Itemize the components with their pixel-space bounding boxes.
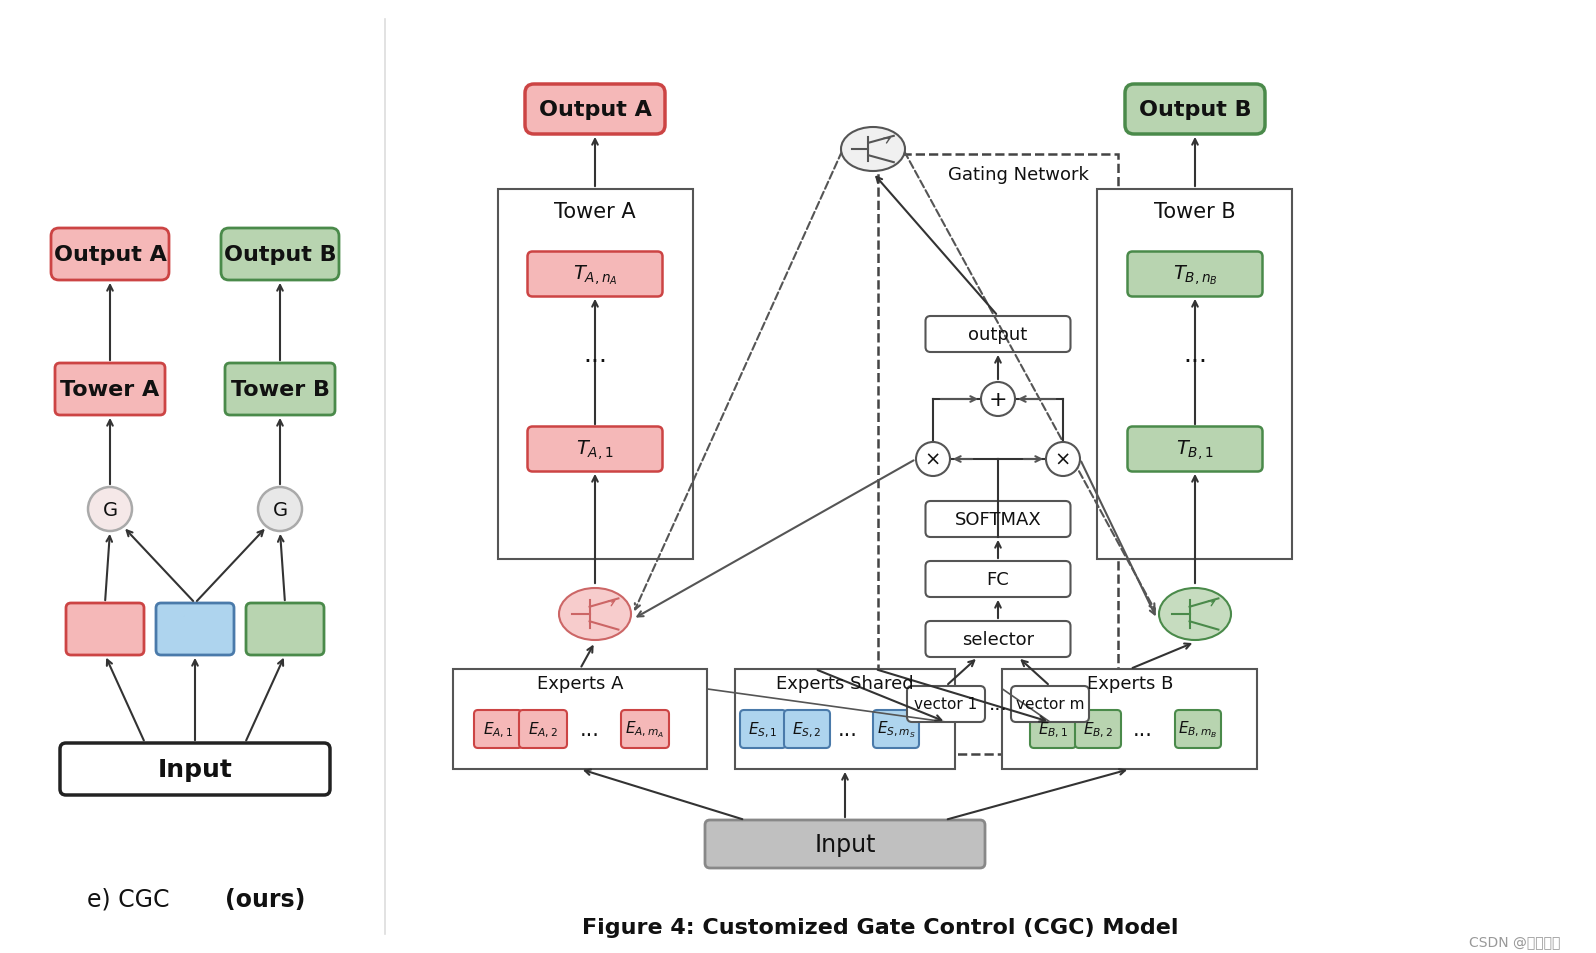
Text: G: G bbox=[102, 500, 118, 519]
Text: Figure 4: Customized Gate Control (CGC) Model: Figure 4: Customized Gate Control (CGC) … bbox=[583, 917, 1178, 937]
Text: Tower B: Tower B bbox=[230, 379, 329, 399]
Text: Experts A: Experts A bbox=[536, 675, 624, 692]
Text: e) CGC: e) CGC bbox=[88, 887, 177, 911]
Text: $E_{B,1}$: $E_{B,1}$ bbox=[1037, 720, 1068, 739]
FancyBboxPatch shape bbox=[926, 621, 1071, 658]
FancyBboxPatch shape bbox=[1076, 710, 1120, 748]
Text: FC: FC bbox=[986, 571, 1009, 588]
Ellipse shape bbox=[841, 128, 905, 172]
FancyBboxPatch shape bbox=[926, 316, 1071, 353]
FancyBboxPatch shape bbox=[156, 603, 235, 656]
Text: Input: Input bbox=[814, 832, 876, 856]
Ellipse shape bbox=[1159, 588, 1231, 640]
FancyBboxPatch shape bbox=[525, 85, 666, 135]
Text: Input: Input bbox=[158, 758, 233, 781]
FancyBboxPatch shape bbox=[54, 364, 164, 416]
Text: Experts Shared: Experts Shared bbox=[776, 675, 915, 692]
Text: $E_{S,m_S}$: $E_{S,m_S}$ bbox=[876, 719, 916, 740]
Text: ×: × bbox=[1055, 450, 1071, 469]
FancyBboxPatch shape bbox=[926, 501, 1071, 537]
FancyBboxPatch shape bbox=[705, 821, 985, 868]
Text: Experts B: Experts B bbox=[1087, 675, 1173, 692]
Text: (ours): (ours) bbox=[225, 887, 305, 911]
FancyBboxPatch shape bbox=[528, 253, 662, 297]
Bar bbox=[736, 669, 954, 769]
Text: $E_{B,m_B}$: $E_{B,m_B}$ bbox=[1178, 719, 1218, 740]
FancyBboxPatch shape bbox=[621, 710, 669, 748]
Text: $E_{S,2}$: $E_{S,2}$ bbox=[792, 720, 822, 739]
FancyBboxPatch shape bbox=[741, 710, 785, 748]
Text: Output A: Output A bbox=[538, 100, 651, 120]
FancyBboxPatch shape bbox=[51, 229, 169, 281]
FancyBboxPatch shape bbox=[246, 603, 324, 656]
Bar bbox=[498, 190, 693, 559]
Bar bbox=[1002, 669, 1258, 769]
Text: ...: ... bbox=[838, 720, 859, 740]
Text: output: output bbox=[969, 326, 1028, 344]
FancyBboxPatch shape bbox=[1029, 710, 1076, 748]
Text: $E_{A,m_A}$: $E_{A,m_A}$ bbox=[626, 719, 664, 740]
Text: Tower A: Tower A bbox=[554, 202, 635, 222]
Text: +: + bbox=[988, 390, 1007, 410]
Bar bbox=[453, 669, 707, 769]
Ellipse shape bbox=[559, 588, 630, 640]
Circle shape bbox=[982, 382, 1015, 416]
FancyBboxPatch shape bbox=[1125, 85, 1266, 135]
FancyBboxPatch shape bbox=[907, 686, 985, 722]
FancyBboxPatch shape bbox=[474, 710, 522, 748]
Text: selector: selector bbox=[962, 630, 1034, 648]
Text: $E_{B,2}$: $E_{B,2}$ bbox=[1084, 720, 1112, 739]
FancyBboxPatch shape bbox=[528, 427, 662, 472]
Text: ...: ... bbox=[583, 343, 606, 367]
Text: $E_{A,2}$: $E_{A,2}$ bbox=[528, 720, 559, 739]
FancyBboxPatch shape bbox=[926, 561, 1071, 598]
Text: SOFTMAX: SOFTMAX bbox=[954, 511, 1041, 529]
FancyBboxPatch shape bbox=[220, 229, 338, 281]
Text: Gating Network: Gating Network bbox=[948, 166, 1088, 184]
Circle shape bbox=[259, 488, 302, 532]
Bar bbox=[878, 154, 1119, 754]
Text: $E_{A,1}$: $E_{A,1}$ bbox=[484, 720, 512, 739]
Text: $T_{A,1}$: $T_{A,1}$ bbox=[576, 437, 614, 461]
Text: Tower B: Tower B bbox=[1154, 202, 1235, 222]
FancyBboxPatch shape bbox=[784, 710, 830, 748]
FancyBboxPatch shape bbox=[61, 743, 330, 795]
Text: ...: ... bbox=[1183, 343, 1207, 367]
Text: G: G bbox=[273, 500, 287, 519]
Text: ...: ... bbox=[988, 695, 1007, 714]
Text: Tower A: Tower A bbox=[61, 379, 160, 399]
Text: Output A: Output A bbox=[54, 245, 166, 265]
Text: $E_{S,1}$: $E_{S,1}$ bbox=[749, 720, 777, 739]
Text: ...: ... bbox=[579, 720, 600, 740]
Circle shape bbox=[1045, 442, 1080, 476]
FancyBboxPatch shape bbox=[65, 603, 144, 656]
Circle shape bbox=[916, 442, 950, 476]
Bar bbox=[1098, 190, 1293, 559]
Text: $T_{B,n_B}$: $T_{B,n_B}$ bbox=[1173, 263, 1218, 287]
Text: Output B: Output B bbox=[1138, 100, 1251, 120]
Circle shape bbox=[88, 488, 132, 532]
FancyBboxPatch shape bbox=[1127, 427, 1262, 472]
Text: vector 1: vector 1 bbox=[915, 697, 978, 712]
Text: ...: ... bbox=[1133, 720, 1152, 740]
FancyBboxPatch shape bbox=[1127, 253, 1262, 297]
Text: ×: × bbox=[924, 450, 942, 469]
FancyBboxPatch shape bbox=[225, 364, 335, 416]
Text: Output B: Output B bbox=[223, 245, 337, 265]
FancyBboxPatch shape bbox=[1010, 686, 1088, 722]
FancyBboxPatch shape bbox=[1175, 710, 1221, 748]
FancyBboxPatch shape bbox=[873, 710, 919, 748]
FancyBboxPatch shape bbox=[519, 710, 567, 748]
Text: $T_{B,1}$: $T_{B,1}$ bbox=[1176, 437, 1215, 461]
Text: CSDN @苏学算法: CSDN @苏学算法 bbox=[1468, 934, 1559, 948]
Text: $T_{A,n_A}$: $T_{A,n_A}$ bbox=[573, 263, 618, 287]
Text: vector m: vector m bbox=[1015, 697, 1084, 712]
